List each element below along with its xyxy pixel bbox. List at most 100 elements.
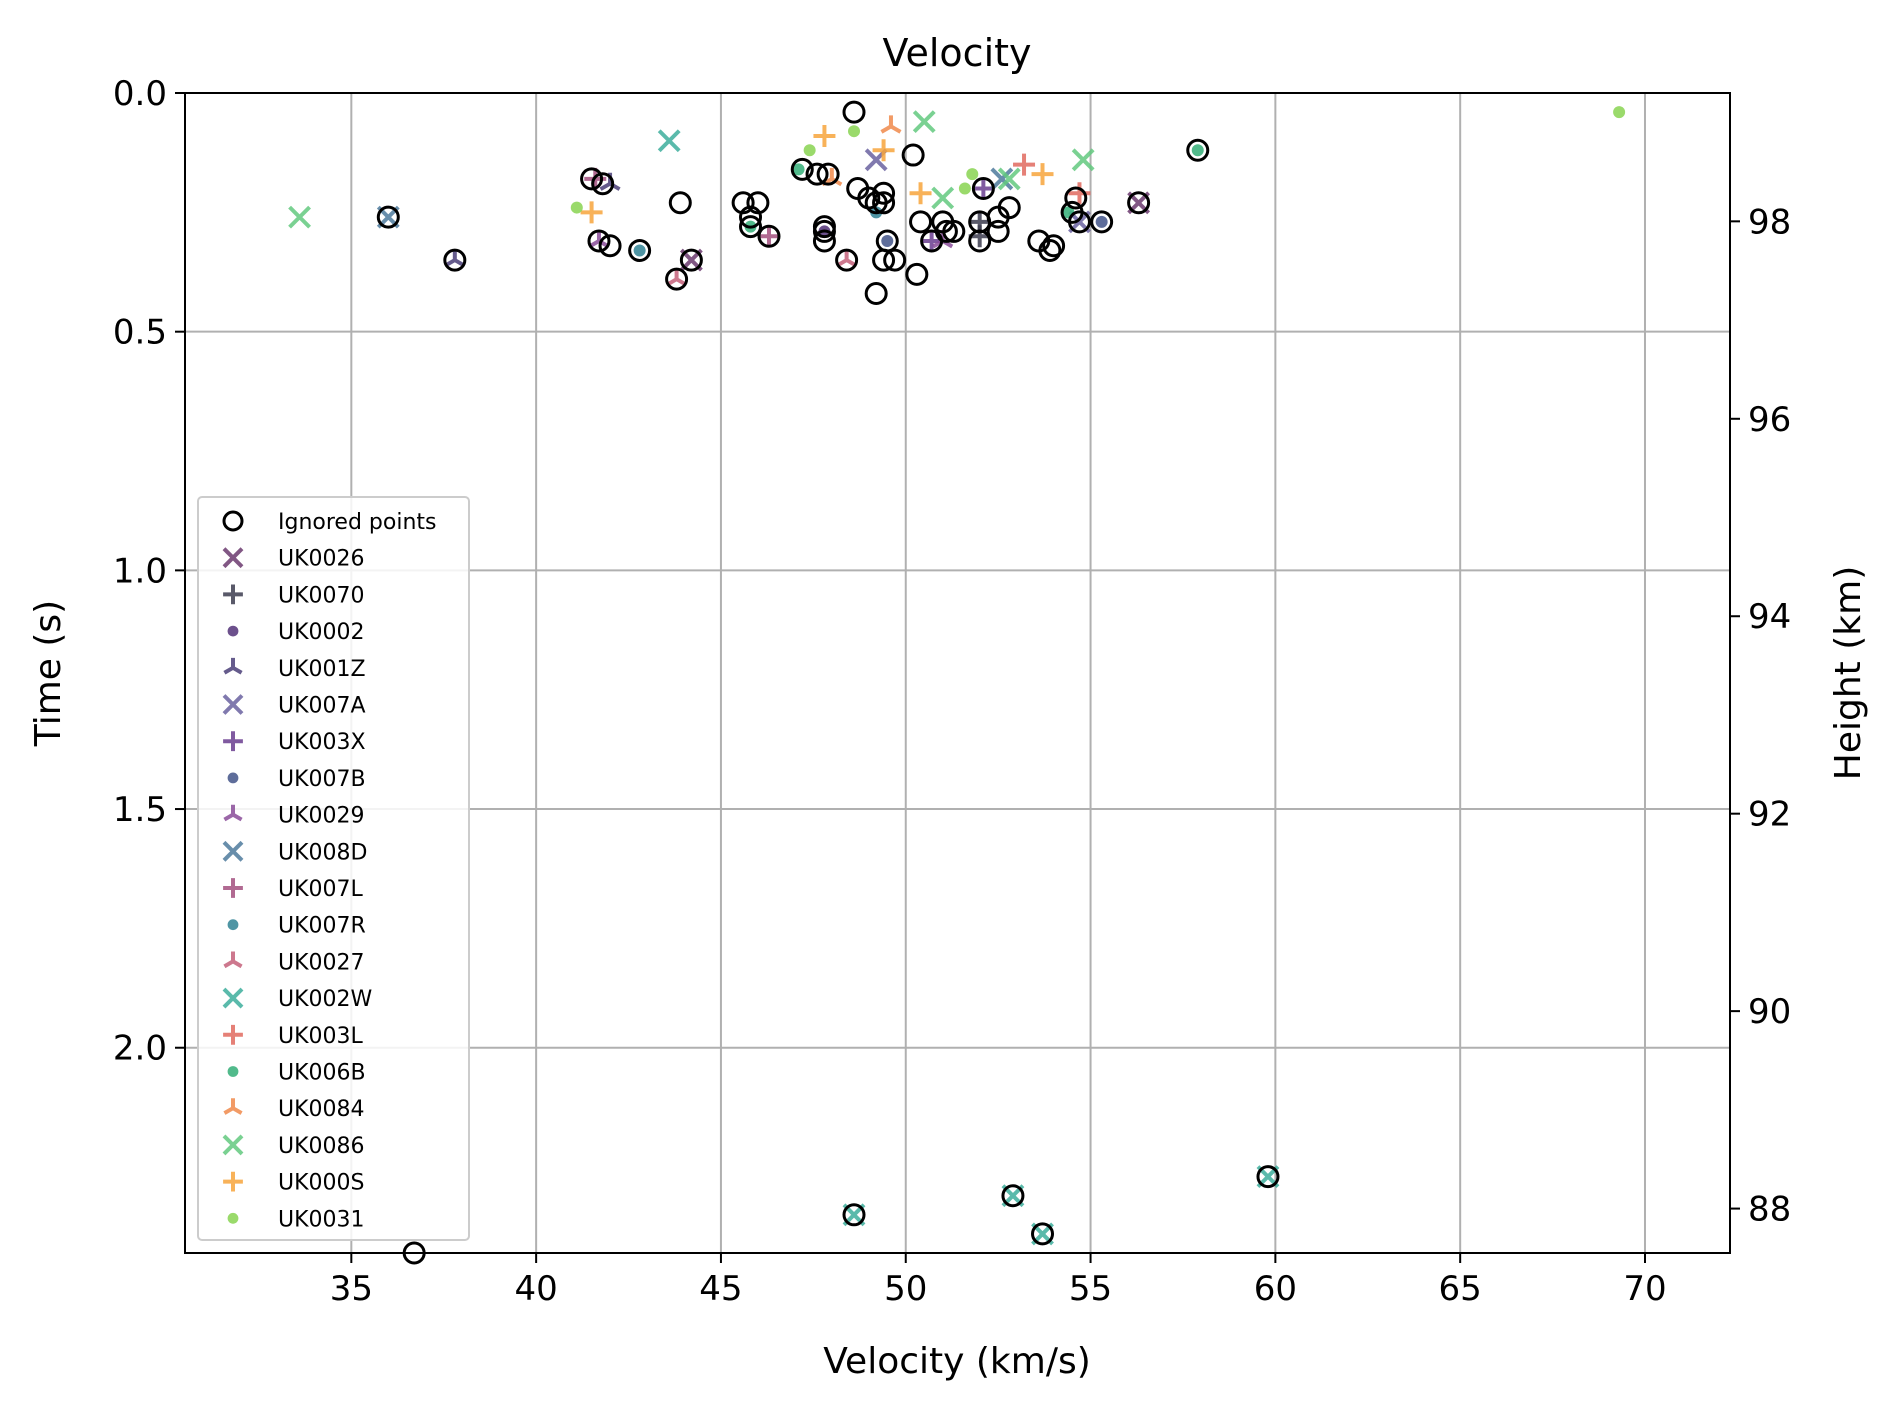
- data-point: [990, 167, 1014, 191]
- data-point: [901, 143, 925, 167]
- legend-label: UK008D: [278, 840, 367, 865]
- data-point: [1013, 153, 1036, 176]
- x-tick-label: 60: [1254, 1269, 1297, 1309]
- legend-box: [197, 496, 470, 1241]
- x-tick-label: 35: [330, 1269, 373, 1309]
- legend-label: UK007B: [278, 767, 366, 792]
- legend-marker: [227, 625, 239, 637]
- data-points: [288, 100, 1626, 1265]
- data-point: [580, 167, 604, 191]
- data-point: [757, 225, 780, 248]
- data-point: [1067, 210, 1091, 234]
- data-point: [376, 205, 400, 229]
- legend-label: UK0026: [278, 547, 365, 572]
- legend-marker: [227, 1212, 239, 1224]
- data-point: [986, 219, 1010, 243]
- legend-label: UK002W: [278, 987, 373, 1012]
- data-point: [848, 125, 861, 138]
- x-tick-label: 65: [1439, 1269, 1482, 1309]
- data-point: [657, 129, 681, 153]
- chart-title: Velocity: [882, 31, 1031, 75]
- y-axis-label: Time (s): [28, 600, 69, 747]
- y-tick-label: 2.0: [113, 1029, 167, 1069]
- data-point: [864, 191, 888, 215]
- legend-label: UK0002: [278, 620, 365, 645]
- y2-axis-label: Height (km): [1828, 566, 1869, 780]
- data-point: [570, 201, 583, 214]
- data-point: [443, 248, 467, 272]
- x-axis-ticks: 35 40 45 50 55 60 65 70: [330, 1253, 1667, 1309]
- data-point: [971, 176, 995, 200]
- data-point: [872, 191, 896, 215]
- data-point: [633, 244, 646, 257]
- data-point: [813, 124, 836, 147]
- data-point: [1127, 191, 1151, 215]
- data-point: [805, 162, 829, 186]
- legend-marker: [222, 1134, 244, 1156]
- data-point: [909, 210, 933, 234]
- legend-label: UK006B: [278, 1061, 366, 1086]
- legend-label: UK0070: [278, 583, 365, 608]
- legend-label: UK001Z: [278, 657, 366, 682]
- data-point: [1191, 144, 1204, 157]
- data-point: [812, 219, 836, 243]
- y-axis-ticks: 0.0 0.5 1.0 1.5 2.0: [113, 74, 185, 1069]
- y2-tick-label: 90: [1748, 992, 1791, 1032]
- y2-tick-label: 96: [1748, 400, 1791, 440]
- legend-marker: [222, 547, 244, 569]
- data-point: [679, 248, 703, 272]
- data-point: [972, 177, 995, 200]
- legend-label: UK007A: [278, 694, 366, 719]
- data-point: [968, 210, 991, 233]
- y-tick-label: 0.0: [113, 74, 167, 114]
- data-point: [580, 201, 603, 224]
- data-point: [757, 224, 781, 248]
- y-tick-label: 1.5: [113, 790, 167, 830]
- x-tick-label: 50: [884, 1269, 927, 1309]
- x-tick-label: 40: [515, 1269, 558, 1309]
- legend-marker: [222, 510, 244, 532]
- legend-marker: [223, 1171, 243, 1192]
- data-point: [1613, 106, 1626, 119]
- legend-label: UK0029: [278, 804, 365, 829]
- data-point: [1031, 1222, 1055, 1246]
- data-point: [883, 248, 907, 272]
- y2-tick-label: 94: [1748, 597, 1791, 637]
- data-point: [739, 215, 763, 239]
- legend-label: UK0086: [278, 1134, 365, 1159]
- data-point: [288, 205, 311, 229]
- data-point: [1064, 186, 1088, 210]
- data-point: [1038, 239, 1062, 263]
- legend-marker: [222, 694, 244, 715]
- legend-marker: [222, 840, 244, 862]
- data-point: [958, 182, 971, 195]
- y2-tick-label: 88: [1748, 1190, 1791, 1230]
- data-point: [790, 157, 814, 181]
- data-point: [1068, 182, 1091, 205]
- data-point: [1186, 138, 1210, 162]
- x-tick-label: 45: [699, 1269, 742, 1309]
- legend-label: Ignored points: [278, 510, 436, 535]
- legend-label: UK000S: [278, 1171, 365, 1196]
- data-point: [812, 229, 836, 253]
- legend-label: UK007R: [278, 914, 366, 939]
- x-tick-label: 55: [1069, 1269, 1112, 1309]
- data-point: [1090, 210, 1114, 234]
- legend-marker: [223, 1098, 243, 1115]
- data-point: [835, 248, 859, 272]
- legend-marker: [222, 987, 244, 1009]
- data-point: [909, 182, 932, 205]
- y-tick-label: 1.0: [113, 551, 167, 591]
- data-point: [665, 267, 689, 291]
- legend-label: UK0031: [278, 1207, 365, 1232]
- data-point: [1256, 1165, 1280, 1189]
- legend-marker: [223, 804, 243, 822]
- data-point: [1071, 148, 1095, 172]
- data-point: [1095, 215, 1108, 228]
- legend: Ignored points UK0026 UK0070 UK0002 UK001Z UK…: [197, 496, 470, 1241]
- data-point: [1001, 1184, 1025, 1208]
- y-tick-label: 0.5: [113, 313, 167, 353]
- legend-marker: [223, 657, 243, 675]
- data-point: [842, 100, 866, 124]
